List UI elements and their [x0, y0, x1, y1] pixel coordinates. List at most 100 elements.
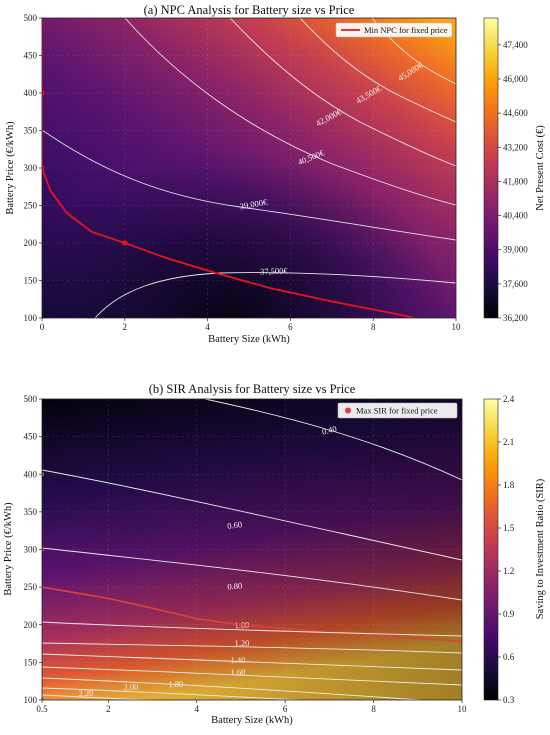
- contour-120: [42, 642, 462, 654]
- npc-contour-label: 37,500€: [260, 265, 289, 276]
- sir-y-ticks: 100 150 200 250 300 350 400 450 500: [24, 394, 42, 705]
- npc-heatmap-shade: [42, 18, 456, 318]
- sir-y-tick-label: 500: [24, 394, 38, 404]
- npc-colorbar-tick-label: 37,600: [503, 279, 528, 289]
- npc-y-tick-label: 450: [24, 51, 38, 61]
- sir-contour-label: 0.80: [227, 580, 243, 591]
- sir-colorbar-tick-label: 0.6: [503, 652, 515, 662]
- npc-marker-point: [122, 240, 128, 246]
- npc-colorbar-tick-label: 47,400: [503, 40, 528, 50]
- sir-colorbar-tick-label: 2.4: [503, 394, 515, 404]
- npc-colorbar: [483, 17, 499, 319]
- sir-contour-label: 0.40: [321, 423, 338, 437]
- npc-y-tick-label: 250: [24, 201, 38, 211]
- sir-marker-point: [42, 547, 45, 552]
- sir-colorbar-tick-label: 0.9: [503, 609, 515, 619]
- npc-marker-point: [42, 90, 45, 96]
- npc-y-ticks: 100 150 200 250 300 350 400 450 500: [24, 13, 42, 323]
- npc-x-tick-label: 2: [123, 322, 128, 332]
- npc-x-tick-label: 8: [371, 322, 376, 332]
- npc-colorbar-tick-label: 39,000: [503, 245, 528, 255]
- sir-colorbar-tick-label: 2.1: [503, 437, 514, 447]
- sir-colorbar-ticks: 0.3 0.6 0.9 1.2 1.5 1.8 2.1 2.4: [498, 394, 515, 705]
- npc-colorbar-tick-label: 46,000: [503, 74, 528, 84]
- sir-x-ticks: 0.5 2 4 6 8 10: [36, 700, 467, 714]
- npc-legend-label: Min NPC for fixed price: [364, 25, 448, 35]
- sir-heatmap-shade: [42, 399, 462, 700]
- sir-contour-label: 1.80: [168, 679, 183, 690]
- npc-colorbar-tick-label: 36,200: [503, 313, 528, 323]
- sir-chart: (b) SIR Analysis for Battery size vs Pri…: [3, 382, 546, 726]
- sir-y-tick-label: 350: [24, 507, 38, 517]
- npc-colorbar-tick-label: 44,600: [503, 108, 528, 118]
- npc-contour-label: 39,000€: [239, 197, 269, 212]
- sir-x-tick-label: 6: [283, 704, 288, 714]
- npc-x-axis-label: Battery Size (kWh): [208, 334, 290, 345]
- sir-y-tick-label: 150: [24, 657, 38, 667]
- sir-y-axis-label: Battery Price (€/kWh): [3, 502, 14, 596]
- sir-y-tick-label: 450: [24, 432, 38, 442]
- npc-colorbar-label: Net Present Cost (€): [535, 125, 546, 211]
- sir-contours: [42, 399, 462, 700]
- sir-y-tick-label: 100: [24, 695, 38, 705]
- npc-y-tick-label: 350: [24, 126, 38, 136]
- sir-contour-label: 2.00: [123, 682, 138, 693]
- sir-legend-swatch: [345, 407, 351, 414]
- contour-42000: [229, 18, 456, 167]
- sir-legend: Max SIR for fixed price: [337, 402, 458, 419]
- sir-colorbar-label: Saving to Investment Ratio (SIR): [535, 478, 546, 619]
- contour-37500: [94, 272, 456, 318]
- sir-marker-point: [42, 472, 45, 477]
- npc-legend: Min NPC for fixed price: [335, 22, 453, 38]
- npc-y-tick-label: 400: [24, 88, 38, 98]
- sir-grid: [42, 399, 462, 700]
- sir-contour-label: 1.20: [234, 638, 249, 648]
- contour-200: [42, 687, 301, 700]
- contour-040: [204, 399, 462, 481]
- contour-100: [42, 621, 462, 637]
- sir-contour-label: 0.60: [227, 519, 243, 531]
- npc-x-ticks: 0 2 4 6 8 10: [40, 318, 461, 332]
- sir-contour-label: 1.40: [230, 655, 245, 665]
- contour-40500: [124, 18, 456, 206]
- npc-contours: [42, 18, 456, 318]
- npc-y-tick-label: 300: [24, 163, 38, 173]
- npc-x-tick-label: 4: [205, 322, 210, 332]
- npc-colorbar-tick-label: 43,200: [503, 142, 528, 152]
- npc-colorbar-ticks: 36,200 37,600 39,000 40,400 41,800 43,200 44,6…: [498, 40, 528, 323]
- sir-colorbar-tick-label: 1.2: [503, 566, 514, 576]
- sir-colorbar: [483, 398, 499, 701]
- min-npc-line: [42, 18, 415, 318]
- npc-colorbar-tick-label: 41,800: [503, 176, 528, 186]
- npc-legend-box: [335, 22, 453, 38]
- max-sir-line: [42, 586, 462, 643]
- npc-chart-title: (a) NPC Analysis for Battery size vs Pri…: [144, 3, 355, 17]
- sir-y-tick-label: 400: [24, 469, 38, 479]
- contour-39000: [42, 129, 456, 241]
- sir-contour-label: 1.60: [230, 667, 245, 677]
- sir-x-tick-label: 4: [194, 704, 199, 714]
- contour-160: [42, 666, 462, 686]
- contour-140: [42, 653, 462, 671]
- sir-x-tick-label: 0.5: [36, 704, 48, 714]
- npc-chart: (a) NPC Analysis for Battery size vs Pri…: [5, 3, 546, 345]
- sir-x-tick-label: 8: [371, 704, 376, 714]
- sir-colorbar-tick-label: 1.5: [503, 523, 515, 533]
- npc-y-tick-label: 200: [24, 238, 38, 248]
- npc-x-tick-label: 10: [452, 322, 462, 332]
- sir-y-tick-label: 250: [24, 582, 38, 592]
- npc-y-tick-label: 150: [24, 276, 38, 286]
- npc-y-tick-label: 500: [24, 13, 38, 23]
- npc-grid: [42, 18, 456, 318]
- sir-y-tick-label: 300: [24, 545, 38, 555]
- contour-180: [42, 677, 421, 700]
- sir-colorbar-tick-label: 1.8: [503, 480, 515, 490]
- sir-legend-label: Max SIR for fixed price: [356, 406, 438, 416]
- npc-x-tick-label: 6: [288, 322, 293, 332]
- sir-legend-box: [337, 402, 458, 419]
- sir-x-axis-label: Battery Size (kWh): [211, 715, 293, 726]
- npc-y-tick-label: 100: [24, 313, 38, 323]
- sir-y-tick-label: 200: [24, 620, 38, 630]
- sir-marker-point: [42, 697, 45, 700]
